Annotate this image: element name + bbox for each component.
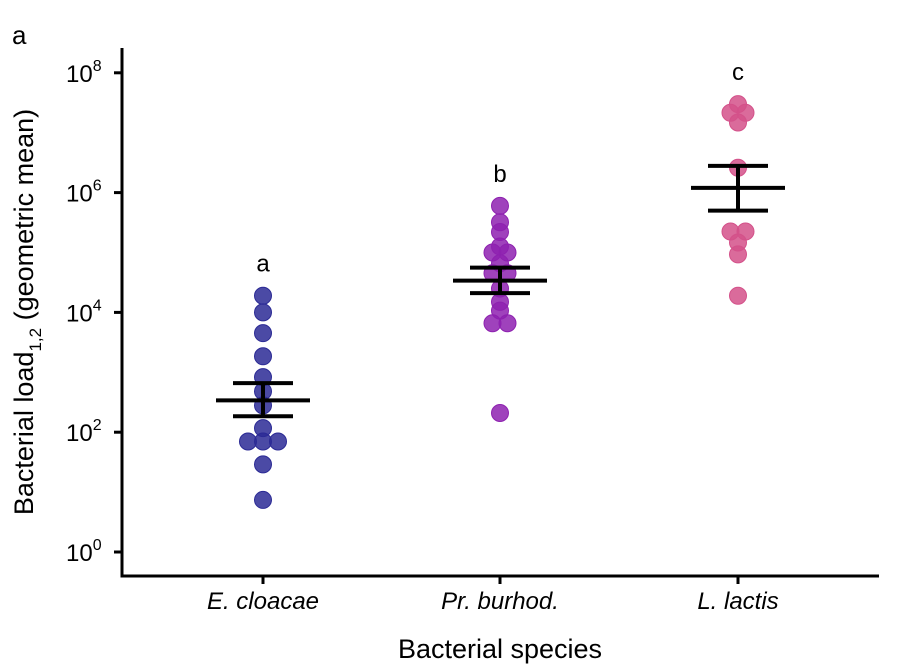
data-point [491,196,509,215]
data-point [498,314,517,333]
y-axis-title-suffix: (geometric mean) [9,109,39,328]
y-tick-exponent: 4 [93,297,102,314]
y-tick-label: 104 [66,297,102,327]
significance-letter: b [493,161,506,188]
data-point [254,347,272,366]
data-point [483,314,502,333]
significance-letter: a [256,251,270,278]
panel-label: a [12,20,27,50]
data-point [491,404,509,423]
series-pr-burhod: b [453,161,547,423]
data-point [254,286,272,305]
x-axis-title: Bacterial species [398,634,602,664]
data-point [254,455,272,474]
y-tick-base: 10 [66,420,93,447]
y-tick-base: 10 [66,540,93,567]
data-point [269,432,287,451]
y-tick-base: 10 [66,181,93,208]
plot-area: a b c [216,59,785,509]
y-tick-exponent: 0 [93,537,102,554]
y-tick-label: 100 [66,537,102,567]
data-point [254,432,272,451]
y-tick-label: 108 [66,58,102,88]
x-ticks: E. cloacae Pr. burhod. L. lactis [207,576,779,615]
y-tick-exponent: 6 [93,178,102,195]
significance-letter: c [732,59,744,86]
data-point [254,490,272,509]
y-tick-label: 102 [66,417,102,447]
x-tick-label: L. lactis [697,588,778,615]
data-point [254,303,272,322]
y-tick-base: 10 [66,300,93,327]
series-e-cloacae: a [216,251,310,509]
y-tick-exponent: 2 [93,417,102,434]
x-tick-label: Pr. burhod. [441,588,559,615]
series-l-lactis: c [691,59,785,305]
y-tick-base: 10 [66,61,93,88]
data-point [254,324,272,343]
y-axis-title: Bacterial load1,2 (geometric mean) [9,109,45,515]
data-point [239,432,257,451]
y-tick-label: 106 [66,178,102,208]
y-axis-title-main: Bacterial load [9,352,39,516]
data-point [729,113,747,132]
x-axis: E. cloacae Pr. burhod. L. lactis [120,574,879,615]
y-axis-title-subscript: 1,2 [26,328,45,352]
y-tick-exponent: 8 [93,58,102,75]
data-point [729,286,747,305]
x-tick-label: E. cloacae [207,588,319,615]
data-point [729,245,747,264]
